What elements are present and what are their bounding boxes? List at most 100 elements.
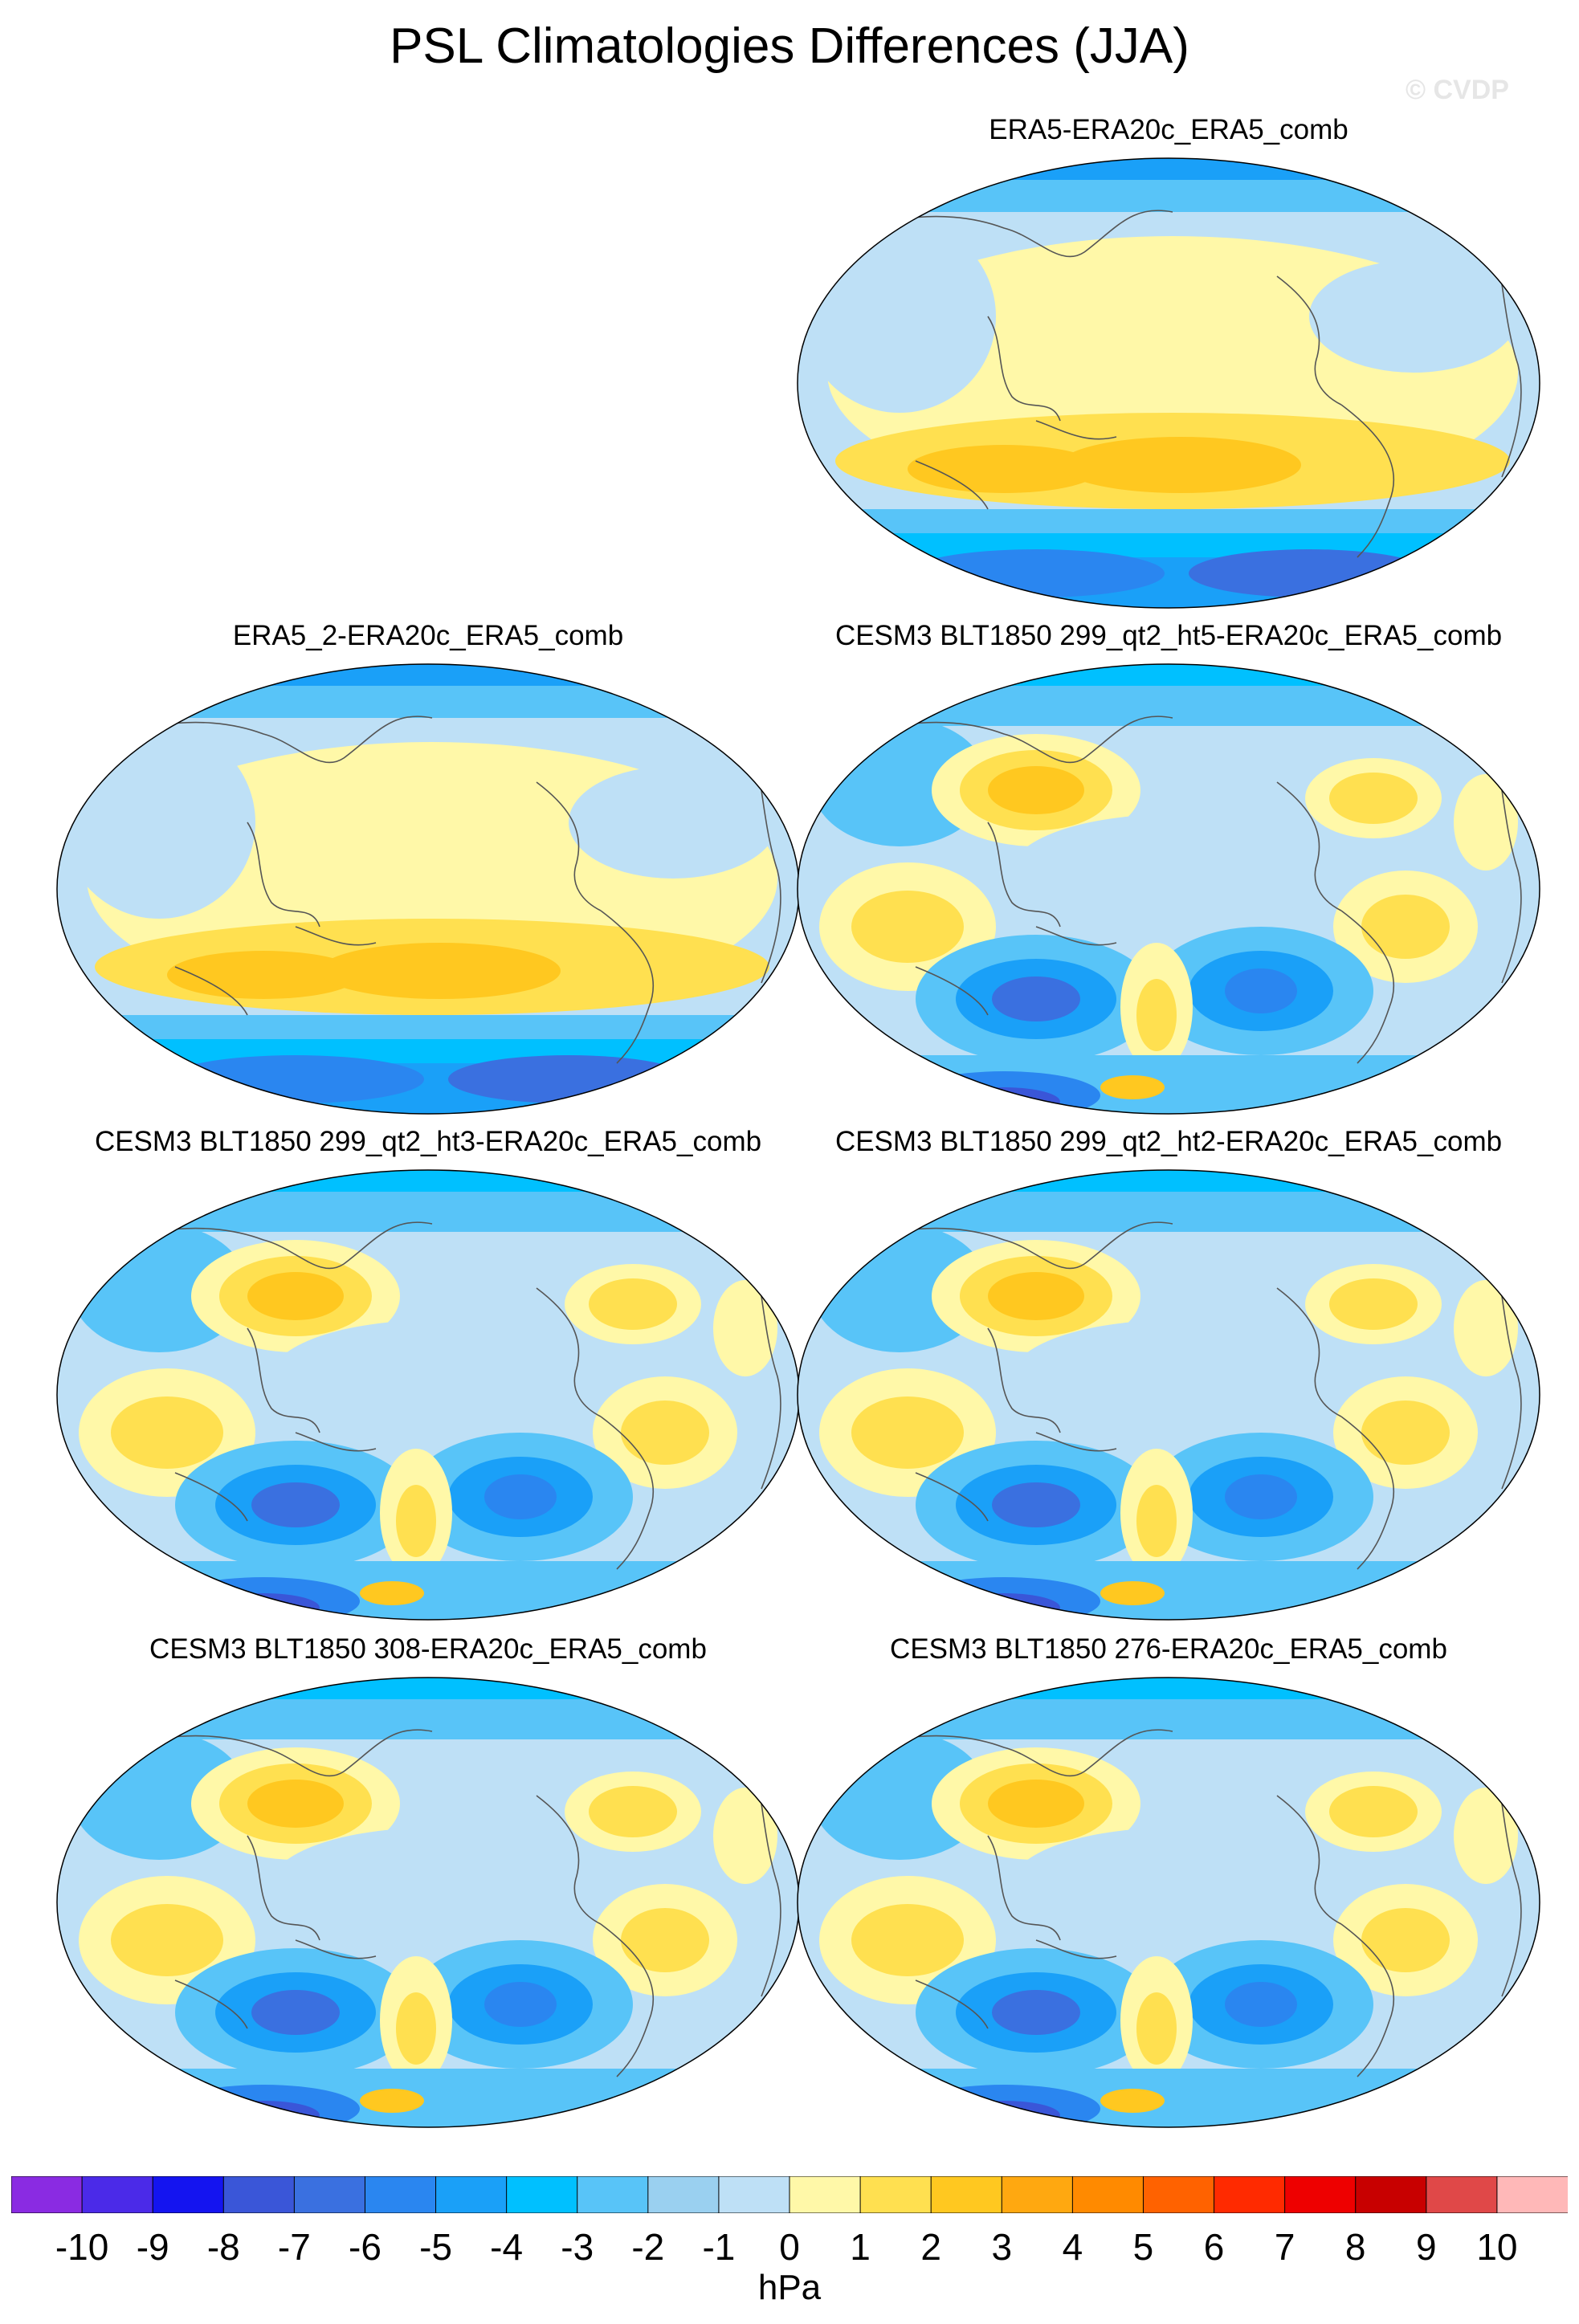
coastline <box>600 910 654 1064</box>
colorbar-tick-label: 1 <box>850 2226 871 2268</box>
antarctic-positive <box>1100 2089 1165 2113</box>
colorbar-tick-label: 10 <box>1476 2226 1518 2268</box>
coastline <box>1340 1416 1394 1570</box>
colorbar-swatch <box>1214 2176 1286 2213</box>
antarctic-positive <box>360 1581 424 1605</box>
coastline <box>536 1287 602 1417</box>
antarctic-low-2 <box>1189 549 1430 597</box>
panel-title: CESM3 BLT1850 276-ERA20c_ERA5_comb <box>890 1633 1447 1665</box>
antarctic-positive <box>1100 1581 1165 1605</box>
coastline <box>987 1835 1061 1941</box>
panel-title: CESM3 BLT1850 299_qt2_ht3-ERA20c_ERA5_co… <box>94 1126 762 1157</box>
coastline <box>1276 275 1342 406</box>
sh-low-2-c <box>1225 1474 1297 1519</box>
colorbar-swatch <box>577 2176 649 2213</box>
antarctic-low-strong <box>948 1087 1060 1114</box>
south-indian-high-2 <box>111 1396 223 1469</box>
south-atlantic-high-2 <box>621 1401 709 1465</box>
psl-field <box>798 664 1540 1114</box>
coastline <box>247 1835 320 1941</box>
north-pacific-high-3 <box>988 766 1084 814</box>
coastline <box>295 1939 377 1959</box>
coastline <box>247 1327 320 1433</box>
south-indian-high-2 <box>851 1396 964 1469</box>
colorbar-swatch <box>1071 2176 1144 2213</box>
colorbar-units: hPa <box>757 2268 822 2307</box>
map-ht5 <box>797 663 1540 1115</box>
antarctic-low-2 <box>448 1055 689 1103</box>
coastline <box>295 1432 377 1452</box>
north-atlantic-high-2 <box>589 1278 677 1330</box>
north-atlantic-high-2 <box>1329 1786 1418 1837</box>
north-pacific-high-3 <box>988 1780 1084 1828</box>
arctic-strong-negative <box>57 1170 799 1192</box>
colorbar-tick-label: -3 <box>561 2226 594 2268</box>
south-atlantic-high-2 <box>1361 1401 1450 1465</box>
antarctic-low-strong <box>948 1593 1060 1620</box>
colorbar-tick-label: 4 <box>1062 2226 1083 2268</box>
colorbar-tick-label: -10 <box>55 2226 109 2268</box>
colorbar-swatch <box>1355 2176 1427 2213</box>
coastline <box>174 966 248 1016</box>
europe-positive <box>1454 1788 1518 1884</box>
colorbar-tick-label: 6 <box>1203 2226 1225 2268</box>
colorbar-swatch <box>1284 2176 1357 2213</box>
coastline <box>536 781 602 911</box>
tropical-field <box>271 1828 593 1940</box>
sh-midlat-max-2 <box>320 943 561 999</box>
coastline <box>1340 1923 1394 2077</box>
colorbar-tick-label: 3 <box>991 2226 1013 2268</box>
sh-low-2-c <box>484 1474 557 1519</box>
sh-low-1-c <box>992 1482 1080 1527</box>
sh-midlat-max-1 <box>167 951 360 999</box>
colorbar-swatch <box>859 2176 932 2213</box>
colorbar-swatch <box>647 2176 720 2213</box>
antarctic-positive <box>360 2089 424 2113</box>
southern-ocean-field <box>57 2069 799 2127</box>
coastline <box>174 1472 248 1522</box>
map-border <box>797 1169 1540 1621</box>
north-pacific-high-3 <box>247 1780 344 1828</box>
colorbar-tick-labels: -10 -9 -8 -7 -6 -5 -4 -3 -2 -1 0 1 2 3 4 5 6 7 8 9 10 <box>0 2224 1579 2273</box>
colorbar-tick-label: -9 <box>136 2226 169 2268</box>
sh-ridge-2 <box>1136 1485 1177 1557</box>
colorbar-tick-label: 8 <box>1344 2226 1366 2268</box>
panel-title: CESM3 BLT1850 308-ERA20c_ERA5_comb <box>149 1633 707 1665</box>
sh-ridge-2 <box>396 1485 436 1557</box>
colorbar-tick-label: -2 <box>631 2226 665 2268</box>
map-border <box>797 157 1540 609</box>
colorbar-tick-label: -4 <box>490 2226 524 2268</box>
coastline <box>915 966 989 1016</box>
antarctic-low-strong <box>207 1593 320 1620</box>
colorbar-tick-label: -8 <box>206 2226 240 2268</box>
colorbar-swatch <box>930 2176 1003 2213</box>
colorbar-tick-label: 9 <box>1416 2226 1437 2268</box>
map-era5 <box>797 157 1540 609</box>
europe-positive <box>1454 774 1518 870</box>
colorbar-swatch <box>364 2176 437 2213</box>
coastline <box>295 926 377 946</box>
sh-midlat-max-2 <box>1060 437 1301 493</box>
coastline <box>600 1416 654 1570</box>
map-border <box>797 1677 1540 2128</box>
antarctic-positive <box>1100 1075 1165 1099</box>
sh-low-1-c <box>992 1990 1080 2035</box>
coastline <box>1035 926 1117 946</box>
antarctic-low-strong <box>948 2101 1060 2127</box>
arctic-strong-negative <box>798 158 1540 180</box>
colorbar-tick-label: 0 <box>779 2226 800 2268</box>
tropical-field <box>1012 814 1333 927</box>
sh-low-2-c <box>1225 1982 1297 2027</box>
colorbar-swatch <box>718 2176 791 2213</box>
sh-low-2-c <box>1225 968 1297 1013</box>
colorbar-tick-label: -6 <box>349 2226 381 2268</box>
southern-ocean-field <box>798 1561 1540 1620</box>
coastline <box>1340 910 1394 1064</box>
coastline <box>1276 1287 1342 1417</box>
coastline <box>536 1795 602 1925</box>
colorbar-tick-label: 2 <box>920 2226 941 2268</box>
colorbar-swatch <box>222 2176 296 2213</box>
southern-ocean-field <box>798 1055 1540 1114</box>
sh-low-1-c <box>992 976 1080 1021</box>
southern-ocean-negative-3 <box>57 1063 799 1114</box>
